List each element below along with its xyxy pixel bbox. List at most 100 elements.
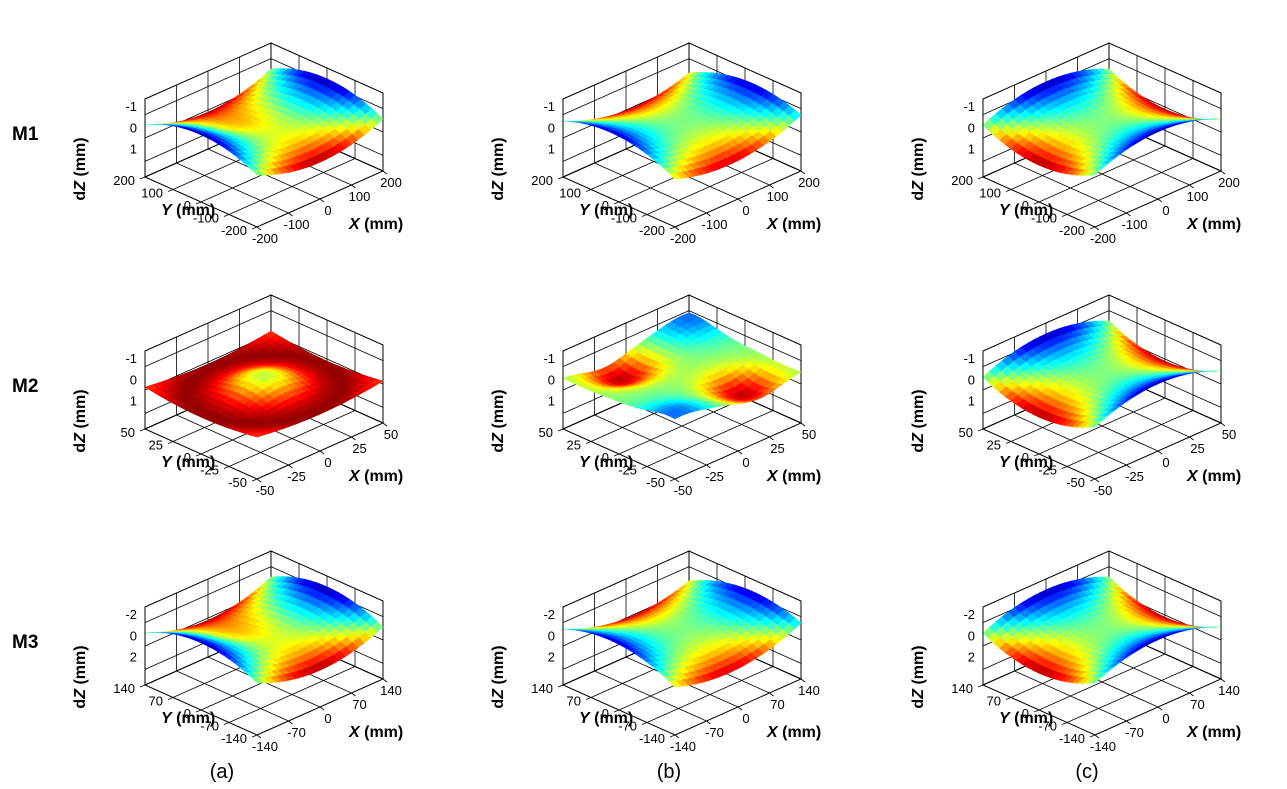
surface-mesh bbox=[562, 312, 802, 420]
surface-cell bbox=[668, 680, 682, 688]
x-tick-mark bbox=[737, 198, 743, 203]
x-tick-label: -140 bbox=[252, 739, 278, 754]
z-axis-label: dZ (mm) bbox=[490, 645, 507, 708]
y-tick-label: 200 bbox=[113, 173, 135, 188]
y-tick-label: 0 bbox=[184, 198, 191, 213]
z-axis-label: dZ (mm) bbox=[72, 137, 89, 200]
z-tick-label: 2 bbox=[130, 650, 137, 665]
y-tick-label: -50 bbox=[228, 475, 247, 490]
y-tick-label: 140 bbox=[951, 681, 973, 696]
x-tick-label: 70 bbox=[352, 697, 366, 712]
z-tick-label: 0 bbox=[130, 120, 137, 135]
surface-cell bbox=[250, 433, 265, 438]
y-tick-label: 0 bbox=[602, 450, 609, 465]
x-tick-mark bbox=[382, 422, 388, 427]
y-tick-mark bbox=[223, 214, 230, 217]
x-tick-mark bbox=[1126, 464, 1131, 469]
x-tick-label: 25 bbox=[1190, 441, 1204, 456]
x-tick-label: -50 bbox=[1094, 483, 1113, 498]
x-tick-label: -140 bbox=[670, 739, 696, 754]
y-tick-mark bbox=[1005, 697, 1012, 700]
y-tick-label: 25 bbox=[567, 438, 581, 453]
y-tick-mark bbox=[1061, 466, 1068, 469]
x-tick-mark bbox=[1189, 692, 1194, 697]
y-tick-mark bbox=[641, 466, 648, 469]
y-tick-mark bbox=[139, 684, 146, 688]
surface-cell bbox=[1088, 676, 1103, 684]
x-tick-mark bbox=[1157, 450, 1163, 455]
surface-cell bbox=[250, 169, 265, 176]
x-tick-label: 100 bbox=[1187, 189, 1209, 204]
z-tick-label: 0 bbox=[548, 372, 555, 387]
surface-mesh bbox=[982, 576, 1222, 684]
y-tick-label: 50 bbox=[539, 425, 553, 440]
x-tick-label: -200 bbox=[1090, 231, 1116, 246]
x-tick-mark bbox=[737, 706, 743, 711]
y-tick-mark bbox=[669, 226, 676, 230]
y-axis-label: Y (mm) bbox=[999, 202, 1053, 219]
x-tick-mark bbox=[1094, 478, 1100, 483]
z-tick-label: -2 bbox=[125, 607, 137, 622]
z-axis-label: dZ (mm) bbox=[72, 389, 89, 452]
z-axis-label: dZ (mm) bbox=[910, 645, 927, 708]
z-tick-label: 0 bbox=[968, 372, 975, 387]
x-tick-mark bbox=[256, 226, 262, 231]
y-tick-mark bbox=[613, 709, 620, 713]
y-tick-label: 50 bbox=[959, 425, 973, 440]
surface-mesh bbox=[562, 71, 802, 180]
column-label-c: (c) bbox=[1075, 761, 1098, 783]
x-tick-label: 25 bbox=[352, 441, 366, 456]
z-tick-label: 0 bbox=[968, 120, 975, 135]
x-tick-label: 0 bbox=[742, 711, 749, 726]
y-axis-label: Y (mm) bbox=[579, 202, 633, 219]
x-tick-mark bbox=[1094, 226, 1100, 231]
x-axis-label: X (mm) bbox=[348, 216, 403, 233]
surface-mesh bbox=[144, 68, 384, 176]
y-tick-label: -100 bbox=[611, 211, 637, 226]
y-tick-label: 0 bbox=[1022, 706, 1029, 721]
z-tick-label: 1 bbox=[130, 394, 137, 409]
surface-cell bbox=[1088, 168, 1103, 176]
z-tick-label: -1 bbox=[125, 99, 137, 114]
y-tick-mark bbox=[613, 201, 620, 205]
x-tick-mark bbox=[737, 450, 743, 455]
y-tick-label: 0 bbox=[184, 706, 191, 721]
y-tick-label: 70 bbox=[567, 694, 581, 709]
x-tick-mark bbox=[706, 212, 711, 217]
x-tick-mark bbox=[256, 734, 262, 739]
y-tick-label: 100 bbox=[979, 186, 1001, 201]
y-tick-label: -25 bbox=[200, 463, 219, 478]
y-tick-label: -70 bbox=[1038, 719, 1057, 734]
y-tick-label: 0 bbox=[602, 706, 609, 721]
wall-gridline bbox=[1108, 310, 1222, 361]
z-tick-label: -1 bbox=[963, 351, 975, 366]
y-tick-mark bbox=[641, 214, 648, 217]
y-tick-mark bbox=[585, 189, 592, 192]
z-tick-label: 1 bbox=[968, 394, 975, 409]
y-axis-label: Y (mm) bbox=[161, 454, 215, 471]
wall-gridline bbox=[1108, 58, 1222, 109]
y-tick-mark bbox=[251, 478, 258, 482]
y-tick-label: -50 bbox=[1066, 475, 1085, 490]
surface-mesh bbox=[144, 330, 384, 438]
surface-cell bbox=[668, 172, 682, 180]
y-tick-label: 70 bbox=[149, 694, 163, 709]
y-tick-label: 0 bbox=[1022, 198, 1029, 213]
y-tick-label: 100 bbox=[141, 186, 163, 201]
x-tick-mark bbox=[288, 464, 293, 469]
surface-mesh bbox=[562, 579, 802, 688]
y-tick-label: 25 bbox=[149, 438, 163, 453]
x-tick-label: -25 bbox=[705, 469, 724, 484]
x-axis-label: X (mm) bbox=[766, 216, 821, 233]
z-tick-label: -1 bbox=[543, 351, 555, 366]
x-tick-label: 200 bbox=[798, 175, 820, 190]
y-tick-mark bbox=[585, 441, 592, 444]
y-tick-label: -70 bbox=[618, 719, 637, 734]
y-tick-mark bbox=[1089, 734, 1096, 738]
y-tick-label: 0 bbox=[184, 450, 191, 465]
x-axis-label: X (mm) bbox=[348, 724, 403, 741]
y-tick-label: 200 bbox=[531, 173, 553, 188]
